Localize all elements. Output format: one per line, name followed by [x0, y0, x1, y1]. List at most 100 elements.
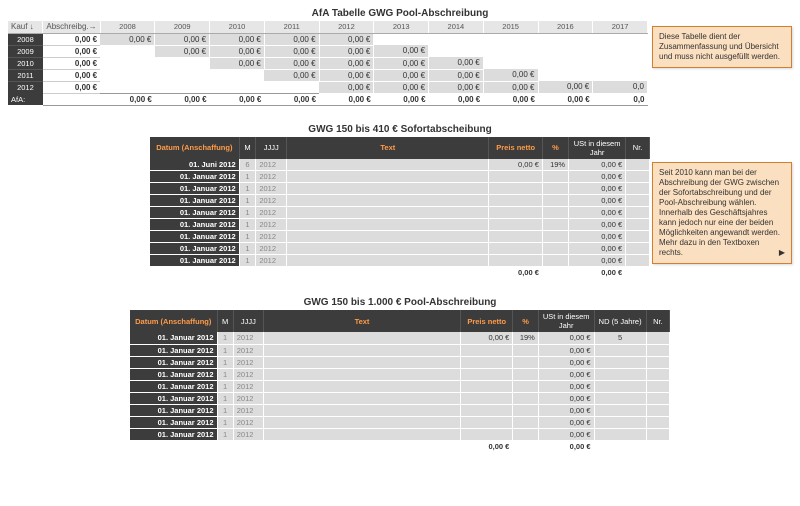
col-datum: Datum (Anschaffung)	[150, 137, 239, 159]
afa-cell	[593, 69, 648, 81]
cell-nd	[594, 404, 646, 416]
afa-section: AfA Tabelle GWG Pool-Abschreibung Kauf ↓…	[8, 8, 792, 106]
cell-preis[interactable]	[461, 428, 513, 440]
cell-preis[interactable]	[461, 344, 513, 356]
cell-text[interactable]	[287, 207, 489, 219]
cell-preis[interactable]	[489, 255, 543, 267]
cell-preis[interactable]	[461, 404, 513, 416]
afa-callout: Diese Tabelle dient der Zusammenfassung …	[652, 26, 792, 68]
cell-m: 1	[239, 171, 256, 183]
cell-preis[interactable]	[489, 231, 543, 243]
cell-nr	[646, 404, 669, 416]
afa-cell	[100, 81, 155, 93]
cell-pct: 19%	[513, 332, 539, 344]
cell-preis[interactable]	[461, 368, 513, 380]
afa-cell	[429, 45, 484, 57]
cell-m: 1	[217, 356, 233, 368]
cell-preis[interactable]	[489, 207, 543, 219]
col-text: Text	[287, 137, 489, 159]
cell-jjjj: 2012	[233, 380, 263, 392]
cell-preis[interactable]	[489, 171, 543, 183]
afa-year-head: 2015	[483, 21, 538, 33]
cell-preis[interactable]	[489, 219, 543, 231]
cell-nd	[594, 428, 646, 440]
afa-cell: 0,00 €	[264, 57, 319, 69]
cell-m: 1	[217, 332, 233, 344]
afa-cell	[100, 57, 155, 69]
cell-m: 1	[239, 183, 256, 195]
cell-text[interactable]	[287, 183, 489, 195]
cell-preis[interactable]	[489, 195, 543, 207]
afa-foot-sum: 0,00 €	[374, 93, 429, 105]
cell-jjjj: 2012	[233, 356, 263, 368]
col-preis: Preis netto	[489, 137, 543, 159]
cell-text[interactable]	[287, 255, 489, 267]
cell-text[interactable]	[287, 195, 489, 207]
afa-cell: 0,00 €	[483, 69, 538, 81]
afa-cell	[210, 69, 265, 81]
cell-jjjj: 2012	[256, 255, 287, 267]
afa-cell	[155, 69, 210, 81]
afa-foot-sum: 0,00 €	[538, 93, 593, 105]
cell-text[interactable]	[287, 171, 489, 183]
cell-text[interactable]	[263, 344, 460, 356]
cell-jjjj: 2012	[233, 428, 263, 440]
cell-preis[interactable]: 0,00 €	[461, 332, 513, 344]
cell-preis[interactable]	[489, 183, 543, 195]
cell-preis[interactable]	[461, 392, 513, 404]
cell-nd	[594, 356, 646, 368]
col-text: Text	[263, 310, 460, 332]
col-ust: USt in diesem Jahr	[569, 137, 626, 159]
afa-foot-sum: 0,00 €	[264, 93, 319, 105]
cell-pct	[542, 255, 568, 267]
cell-pct	[513, 392, 539, 404]
cell-text[interactable]	[263, 356, 460, 368]
cell-m: 1	[217, 380, 233, 392]
cell-nd	[594, 392, 646, 404]
afa-row-year: 2011	[8, 69, 43, 81]
cell-preis[interactable]	[489, 243, 543, 255]
cell-nr	[626, 219, 650, 231]
cell-pct	[542, 219, 568, 231]
cell-date: 01. Januar 2012	[130, 356, 217, 368]
afa-cell	[538, 45, 593, 57]
afa-row-ab: 0,00 €	[43, 57, 100, 69]
cell-pct	[513, 356, 539, 368]
afa-cell	[483, 57, 538, 69]
cell-text[interactable]	[263, 428, 460, 440]
afa-year-head: 2010	[210, 21, 265, 33]
cell-text[interactable]	[287, 243, 489, 255]
cell-m: 1	[239, 207, 256, 219]
cell-nd: 5	[594, 332, 646, 344]
cell-text[interactable]	[263, 392, 460, 404]
cell-jjjj: 2012	[233, 344, 263, 356]
cell-text[interactable]	[263, 332, 460, 344]
cell-text[interactable]	[287, 231, 489, 243]
cell-pct	[542, 231, 568, 243]
cell-text[interactable]	[263, 404, 460, 416]
afa-year-head: 2016	[538, 21, 593, 33]
cell-date: 01. Januar 2012	[150, 195, 239, 207]
afa-row-year: 2012	[8, 81, 43, 93]
cell-text[interactable]	[263, 380, 460, 392]
cell-ust: 0,00 €	[538, 332, 594, 344]
cell-ust: 0,00 €	[569, 207, 626, 219]
cell-text[interactable]	[287, 219, 489, 231]
cell-nr	[646, 356, 669, 368]
afa-cell	[100, 69, 155, 81]
afa-kauf-head: Kauf ↓	[8, 21, 43, 33]
cell-text[interactable]	[263, 368, 460, 380]
afa-cell	[429, 33, 484, 45]
afa-year-head: 2013	[374, 21, 429, 33]
cell-preis[interactable]	[461, 356, 513, 368]
afa-cell: 0,00 €	[319, 57, 374, 69]
cell-preis[interactable]	[461, 380, 513, 392]
cell-text[interactable]	[263, 416, 460, 428]
col-ust: USt in diesem Jahr	[538, 310, 594, 332]
t1-section: GWG 150 bis 410 € Sofortabscheibung Datu…	[8, 124, 792, 280]
cell-preis[interactable]: 0,00 €	[489, 159, 543, 171]
cell-pct: 19%	[542, 159, 568, 171]
cell-text[interactable]	[287, 159, 489, 171]
cell-preis[interactable]	[461, 416, 513, 428]
cell-date: 01. Januar 2012	[150, 231, 239, 243]
